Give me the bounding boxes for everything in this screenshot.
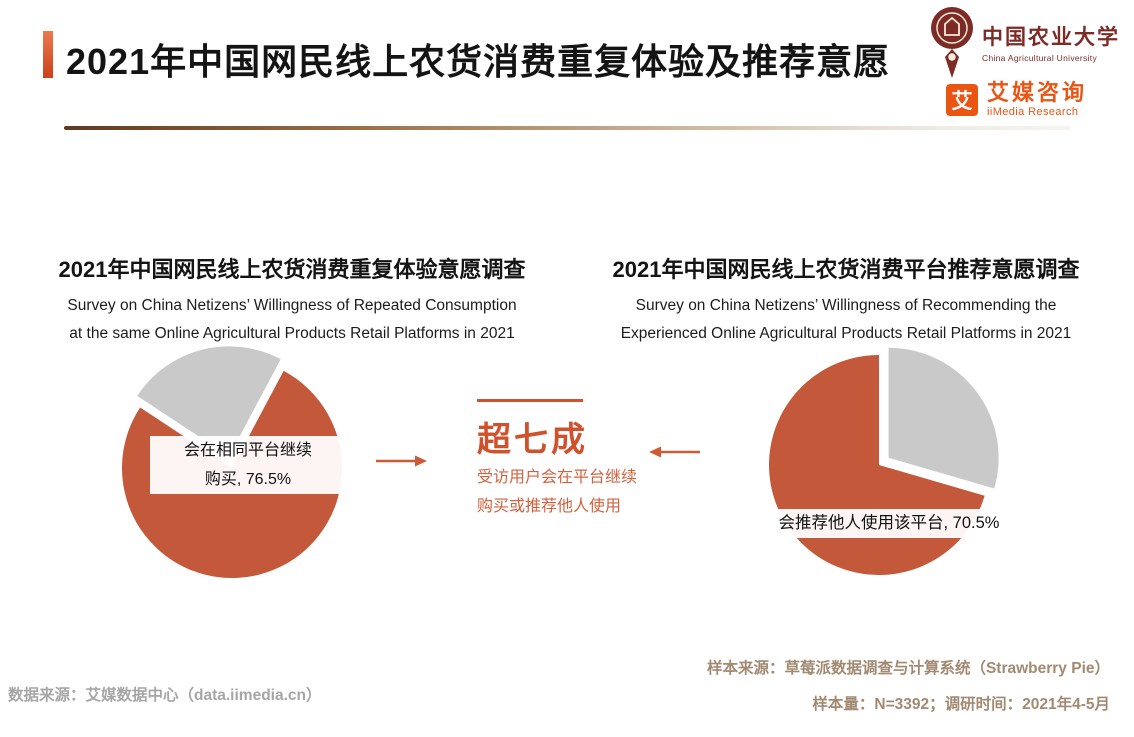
right-chart-title: 2021年中国网民线上农货消费平台推荐意愿调查	[612, 257, 1080, 282]
cau-logo: 中国农业大学 China Agricultural University	[930, 5, 1120, 79]
left-chart-subtitle: Survey on China Netizens’ Willingness of…	[36, 292, 548, 348]
callout-rule	[477, 399, 583, 402]
right-chart-header: 2021年中国网民线上农货消费平台推荐意愿调查 Survey on China …	[590, 252, 1102, 348]
title-accent-bar	[43, 31, 53, 78]
callout-description: 受访用户会在平台继续 购买或推荐他人使用	[477, 463, 637, 521]
right-pie-data-label: 会推荐他人使用该平台, 70.5%	[756, 509, 1022, 538]
right-chart-subtitle-line1: Survey on China Netizens’ Willingness of…	[635, 297, 1057, 314]
left-pie-data-label: 会在相同平台继续 购买, 76.5%	[150, 436, 346, 494]
left-chart-title: 2021年中国网民线上农货消费重复体验意愿调查	[58, 257, 526, 282]
right-chart-subtitle-line2: Experienced Online Agricultural Products…	[620, 325, 1072, 342]
left-pie-data-label-line2: 购买, 76.5%	[204, 471, 292, 488]
iimedia-logo-icon: 艾	[946, 84, 978, 116]
left-pie-data-label-line1: 会在相同平台继续	[183, 442, 312, 459]
cau-name-en: China Agricultural University	[982, 53, 1097, 63]
left-chart-subtitle-line1: Survey on China Netizens’ Willingness of…	[67, 297, 517, 314]
right-pie-chart	[768, 347, 999, 575]
callout-description-line2: 购买或推荐他人使用	[477, 498, 622, 515]
cau-logo-text: 中国农业大学 China Agricultural University	[982, 21, 1120, 63]
callout-headline: 超七成	[477, 421, 588, 459]
callout-description-line1: 受访用户会在平台继续	[477, 469, 638, 486]
sample-source-note: 样本来源：草莓派数据调查与计算系统（Strawberry Pie）	[706, 660, 1110, 677]
left-chart-header: 2021年中国网民线上农货消费重复体验意愿调查 Survey on China …	[36, 252, 548, 348]
iimedia-name-cn: 艾媒咨询	[987, 80, 1088, 105]
iimedia-logo: 艾 艾媒咨询 iiMedia Research	[946, 82, 1087, 118]
iimedia-logo-text: 艾媒咨询 iiMedia Research	[987, 80, 1088, 119]
data-source-note: 数据来源：艾媒数据中心（data.iimedia.cn）	[8, 687, 322, 704]
cau-name-cn: 中国农业大学	[982, 25, 1120, 49]
divider-rule	[64, 126, 1070, 130]
iimedia-name-en: iiMedia Research	[987, 106, 1079, 118]
right-chart-subtitle: Survey on China Netizens’ Willingness of…	[590, 292, 1102, 348]
arrow-right-icon	[376, 455, 427, 467]
left-chart-subtitle-line2: at the same Online Agricultural Products…	[69, 325, 515, 342]
cau-emblem-icon	[931, 7, 973, 78]
arrow-left-icon	[649, 446, 700, 458]
page-title: 2021年中国网民线上农货消费重复体验及推荐意愿	[66, 41, 891, 82]
sample-info-note: 样本量：N=3392；调研时间：2021年4-5月	[812, 696, 1110, 713]
